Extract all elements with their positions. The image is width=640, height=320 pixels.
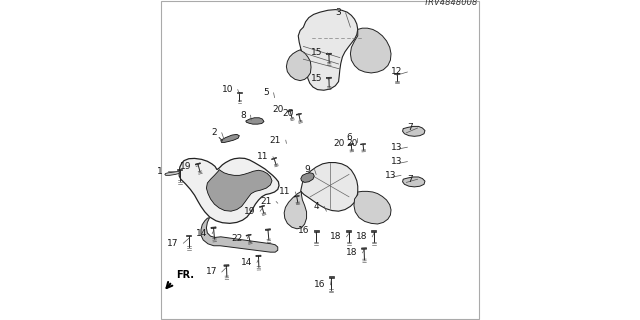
Polygon shape [259, 205, 264, 207]
Text: TRV4848008: TRV4848008 [424, 0, 479, 7]
Text: 6: 6 [346, 133, 352, 142]
Text: 5: 5 [263, 88, 269, 97]
Polygon shape [246, 234, 252, 236]
Text: FR.: FR. [176, 270, 194, 280]
Text: 20: 20 [333, 140, 345, 148]
Text: 13: 13 [385, 171, 396, 180]
Polygon shape [351, 28, 391, 73]
Polygon shape [237, 92, 242, 93]
Text: 17: 17 [167, 239, 179, 248]
Polygon shape [256, 255, 261, 257]
Text: 16: 16 [314, 280, 326, 289]
Text: 15: 15 [311, 74, 323, 83]
Polygon shape [221, 134, 239, 142]
Polygon shape [371, 230, 376, 232]
Polygon shape [296, 113, 301, 115]
Text: 11: 11 [257, 152, 268, 161]
Polygon shape [360, 144, 365, 145]
Text: 16: 16 [298, 226, 310, 235]
Polygon shape [287, 110, 292, 112]
Polygon shape [294, 196, 300, 197]
Polygon shape [354, 191, 391, 224]
Text: 10: 10 [221, 85, 233, 94]
Text: 20: 20 [282, 109, 294, 118]
Polygon shape [177, 169, 182, 170]
Polygon shape [287, 50, 311, 81]
Polygon shape [201, 218, 278, 252]
Text: 18: 18 [346, 248, 358, 257]
Text: 18: 18 [330, 232, 342, 241]
Text: 17: 17 [205, 268, 217, 276]
Polygon shape [224, 265, 229, 266]
Polygon shape [284, 191, 307, 229]
Text: 14: 14 [241, 258, 252, 267]
Text: 15: 15 [311, 48, 323, 57]
Polygon shape [266, 229, 271, 230]
Polygon shape [186, 235, 191, 236]
Text: 12: 12 [391, 68, 403, 76]
Polygon shape [326, 77, 332, 78]
Text: 11: 11 [279, 188, 291, 196]
Text: 2: 2 [211, 128, 217, 137]
Text: 22: 22 [231, 234, 243, 243]
Text: 7: 7 [407, 124, 413, 132]
Text: 13: 13 [391, 143, 403, 152]
Text: 14: 14 [196, 229, 207, 238]
Polygon shape [206, 170, 272, 211]
Text: 18: 18 [356, 232, 367, 241]
Polygon shape [271, 157, 276, 160]
Polygon shape [326, 53, 332, 54]
Text: 1: 1 [157, 167, 163, 176]
Text: 20: 20 [273, 105, 284, 114]
Polygon shape [394, 73, 399, 74]
Polygon shape [362, 248, 367, 249]
Text: 7: 7 [407, 175, 413, 184]
Polygon shape [346, 230, 351, 232]
Polygon shape [211, 227, 216, 229]
Text: 3: 3 [335, 8, 340, 17]
Polygon shape [301, 173, 314, 182]
Text: 21: 21 [269, 136, 281, 145]
Text: 8: 8 [240, 111, 246, 120]
Text: 19: 19 [180, 162, 191, 171]
Polygon shape [195, 163, 200, 165]
Polygon shape [403, 177, 425, 187]
Polygon shape [298, 10, 358, 90]
Polygon shape [403, 126, 425, 136]
Polygon shape [165, 171, 179, 175]
Polygon shape [301, 163, 358, 211]
Text: 21: 21 [260, 197, 271, 206]
Text: 13: 13 [391, 157, 403, 166]
Polygon shape [246, 118, 264, 124]
Polygon shape [314, 230, 319, 232]
Text: 19: 19 [244, 207, 255, 216]
Text: 9: 9 [304, 165, 310, 174]
Text: 4: 4 [314, 202, 319, 211]
Text: 20: 20 [346, 140, 358, 148]
Polygon shape [179, 158, 279, 223]
Polygon shape [329, 276, 334, 278]
Polygon shape [349, 144, 354, 145]
